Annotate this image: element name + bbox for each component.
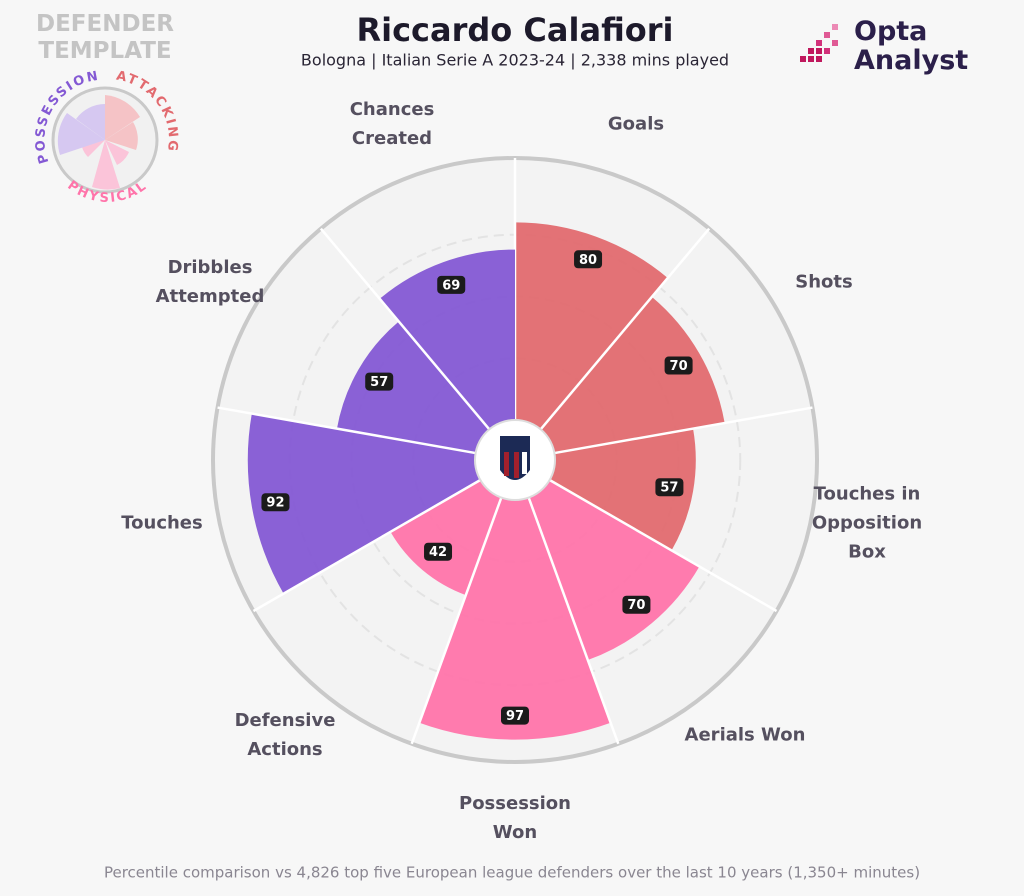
badge-stripe <box>504 452 509 476</box>
logo-block <box>832 40 838 46</box>
category-label: Possession Won <box>459 793 571 843</box>
slice: 57 <box>549 406 813 551</box>
value-label-bg <box>261 493 290 512</box>
value-label: 92 <box>266 496 284 511</box>
mini-wedge <box>105 122 138 150</box>
value-label: 42 <box>429 545 447 560</box>
slice: 42 <box>390 480 503 745</box>
slice: 92 <box>247 413 481 613</box>
template-label: DEFENDER TEMPLATE <box>36 11 174 64</box>
slice-divider <box>554 406 813 455</box>
slice: 70 <box>539 227 725 454</box>
value-label-bg <box>655 478 684 497</box>
bar <box>419 497 611 740</box>
bar <box>247 413 481 594</box>
logo-block <box>816 56 822 62</box>
value-label-bg <box>574 250 603 269</box>
bar <box>379 249 515 430</box>
logo-block <box>808 48 814 54</box>
badge-cross <box>522 452 527 474</box>
logo-block <box>824 32 830 38</box>
slice: 57 <box>217 321 490 455</box>
value-label-bg <box>664 356 693 375</box>
mini-wedge <box>105 140 129 165</box>
bar <box>540 296 725 454</box>
bar <box>336 321 490 454</box>
mini-wedge <box>105 95 140 140</box>
logo-block <box>816 40 822 46</box>
value-label: 70 <box>670 359 688 374</box>
mini-wedge <box>57 113 105 155</box>
category-label: Chances Created <box>349 99 435 149</box>
value-label-bg <box>365 372 394 391</box>
badge-stripe <box>514 452 519 478</box>
logo-block <box>824 48 830 54</box>
slice-divider <box>527 497 620 745</box>
chart-title: Riccardo Calafiori <box>356 11 674 49</box>
value-label: 69 <box>442 278 460 293</box>
club-badge <box>474 419 556 501</box>
value-label-bg <box>622 595 651 614</box>
slice: 97 <box>419 497 620 745</box>
bar <box>515 222 668 430</box>
value-label-bg <box>424 542 453 561</box>
category-label: Touches in Opposition Box <box>811 483 923 563</box>
category-label: Shots <box>795 271 853 293</box>
category-label: Goals <box>607 113 665 135</box>
mini-wedge <box>76 104 105 140</box>
footnote: Percentile comparison vs 4,826 top five … <box>103 863 921 882</box>
slice-divider <box>549 478 778 613</box>
bar <box>390 480 502 596</box>
value-label: 80 <box>579 253 597 268</box>
value-label: 57 <box>370 375 388 390</box>
value-label: 97 <box>506 709 524 724</box>
value-label: 70 <box>627 598 645 613</box>
logo-block <box>816 48 822 54</box>
chart-subtitle: Bologna | Italian Serie A 2023-24 | 2,33… <box>300 50 730 70</box>
mini-wedge <box>92 140 120 190</box>
slice: 69 <box>319 227 515 431</box>
logo-block <box>808 56 814 62</box>
brand-name: Opta Analyst <box>854 16 969 76</box>
category-label: Touches <box>121 512 203 534</box>
brand-logo <box>800 24 838 62</box>
value-label: 57 <box>660 481 678 496</box>
slice-divider <box>319 227 491 431</box>
mini-wedge <box>82 140 105 157</box>
slice-divider <box>217 406 476 455</box>
slice-divider <box>410 497 503 745</box>
category-label: Aerials Won <box>684 724 806 746</box>
value-label-bg <box>501 706 529 725</box>
bar <box>528 480 700 661</box>
bar <box>549 428 696 551</box>
category-label: Dribbles Attempted <box>155 257 265 307</box>
logo-block <box>832 24 838 30</box>
logo-block <box>800 56 806 62</box>
value-label-bg <box>437 275 466 294</box>
slice: 70 <box>528 478 778 661</box>
category-label: Defensive Actions <box>234 710 336 760</box>
slice-divider <box>252 478 481 613</box>
slice-divider <box>539 227 711 431</box>
